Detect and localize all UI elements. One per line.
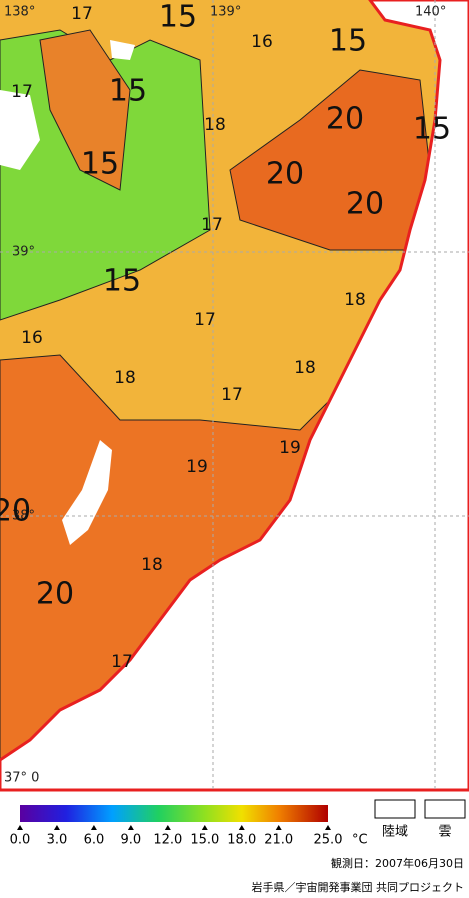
contour-label: 18 [344,290,366,310]
contour-label: 20 [326,102,364,137]
contour-label: 17 [221,385,243,405]
contour-label: 17 [194,310,216,330]
colorbar-tick-label: 12.0 [153,833,182,848]
contour-label: 18 [114,368,136,388]
cloud-patch [62,440,112,545]
legend: 0.0 3.0 6.0 9.0 12.0 15.0 18.0 21.0 25.0 °C 陸域 雲 [10,799,466,848]
lon-label: 140° [415,5,446,20]
contour-labels: 15 17 16 15 17 15 18 20 15 15 20 20 17 15 18 16 17 18 18 17… [0,0,451,672]
contour-label: 16 [21,328,43,348]
lat-label: 38° [12,509,35,524]
colorbar-tick [275,825,282,830]
contour-label: 15 [103,264,141,299]
colorbar-tick-label: 15.0 [190,833,219,848]
colorbar-tick-label: 25.0 [314,833,343,848]
colorbar-tick-label: 3.0 [47,833,68,848]
contour-label: 20 [266,157,304,192]
contour-label: 17 [111,652,133,672]
contour-label: 20 [0,494,31,529]
cloud-patch [0,90,40,170]
colorbar-tick-label: 18.0 [227,833,256,848]
colorbar-tick [90,825,97,830]
lon-label: 139° [210,5,241,20]
colorbar-tick-label: 9.0 [121,833,142,848]
colorbar-ticks: 0.0 3.0 6.0 9.0 12.0 15.0 18.0 21.0 25.0 [10,825,343,848]
contour-label: 19 [279,438,301,458]
colorbar-unit: °C [352,833,368,848]
contour-label: 16 [251,32,273,52]
contour-label: 17 [71,4,93,24]
contour-label: 15 [81,147,119,182]
colorbar-tick [53,825,60,830]
contour-label: 15 [159,0,197,35]
lat-label: 37° 0 [4,771,39,786]
land-label: 陸域 [382,824,408,840]
contour-label: 18 [294,358,316,378]
contour-label: 19 [186,457,208,477]
contour-label: 15 [413,112,451,147]
colorbar [20,805,328,822]
lon-label: 138° [4,5,35,20]
graticule [0,0,469,790]
credit: 岩手県／宇宙開発事業団 共同プロジェクト [252,880,465,894]
colorbar-tick [17,825,23,830]
contour-label: 15 [109,74,147,109]
colorbar-tick [164,825,171,830]
cloud-patch [110,40,135,60]
colorbar-tick-label: 21.0 [264,833,293,848]
cloud-swatch [424,799,466,819]
contour-label: 18 [141,555,163,575]
colorbar-tick [127,825,134,830]
contour-label: 20 [36,577,74,612]
colorbar-tick-label: 0.0 [10,833,31,848]
contour-label: 18 [204,115,226,135]
warm-patch [39,29,131,191]
lat-label: 39° [12,245,35,260]
colorbar-tick [201,825,208,830]
colorbar-tick [238,825,245,830]
contour-label: 17 [11,82,33,102]
contour-label: 17 [201,215,223,235]
contour-label: 15 [329,24,367,59]
contour-label: 20 [346,187,384,222]
cloud-label: 雲 [438,825,451,840]
colorbar-tick-label: 6.0 [84,833,105,848]
land-swatch [374,799,416,819]
land [0,0,469,792]
colorbar-tick [325,825,331,830]
observation-date: 観測日：2007年06月30日 [331,856,464,870]
